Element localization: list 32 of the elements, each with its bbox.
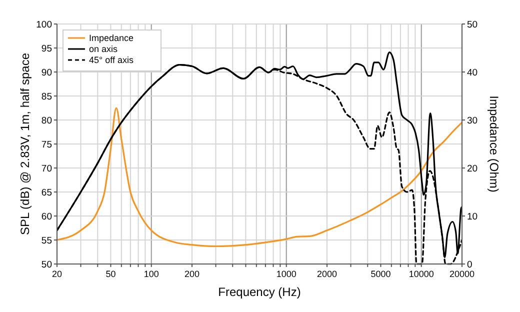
legend-label: 45° off axis xyxy=(89,55,134,65)
x-tick-label: 2000 xyxy=(316,269,338,279)
x-tick-label: 20000 xyxy=(449,269,475,279)
y-tick-label: 65 xyxy=(41,188,52,198)
y-axis-title: SPL (dB) @ 2.83V, 1m, half space xyxy=(18,52,32,236)
x-tick-label: 20 xyxy=(52,269,62,279)
y2-axis-title: Impedance (Ohm) xyxy=(487,96,501,192)
y-tick-label: 100 xyxy=(36,20,52,30)
y-tick-label: 55 xyxy=(41,236,52,246)
y-tick-label: 80 xyxy=(41,116,52,126)
legend-label: Impedance xyxy=(89,33,134,43)
y-tick-label: 95 xyxy=(41,44,52,54)
y2-tick-label: 10 xyxy=(467,212,478,222)
x-axis-title: Frequency (Hz) xyxy=(218,285,301,299)
y-tick-label: 60 xyxy=(41,212,52,222)
legend-label: on axis xyxy=(89,44,118,54)
y2-tick-label: 40 xyxy=(467,68,478,78)
y-tick-label: 90 xyxy=(41,68,52,78)
y2-tick-label: 20 xyxy=(467,164,478,174)
y2-tick-label: 30 xyxy=(467,116,478,126)
y2-tick-label: 50 xyxy=(467,20,478,30)
y2-tick-label: 0 xyxy=(467,260,472,270)
y-tick-label: 85 xyxy=(41,92,52,102)
y-tick-label: 75 xyxy=(41,140,52,150)
x-tick-label: 5000 xyxy=(370,269,391,279)
x-tick-label: 10000 xyxy=(408,269,434,279)
y-tick-label: 70 xyxy=(41,164,52,174)
x-tick-label: 100 xyxy=(144,269,159,279)
y-tick-label: 50 xyxy=(41,260,52,270)
x-tick-label: 200 xyxy=(184,269,200,279)
x-tick-label: 50 xyxy=(106,269,116,279)
x-tick-label: 1000 xyxy=(276,269,296,279)
